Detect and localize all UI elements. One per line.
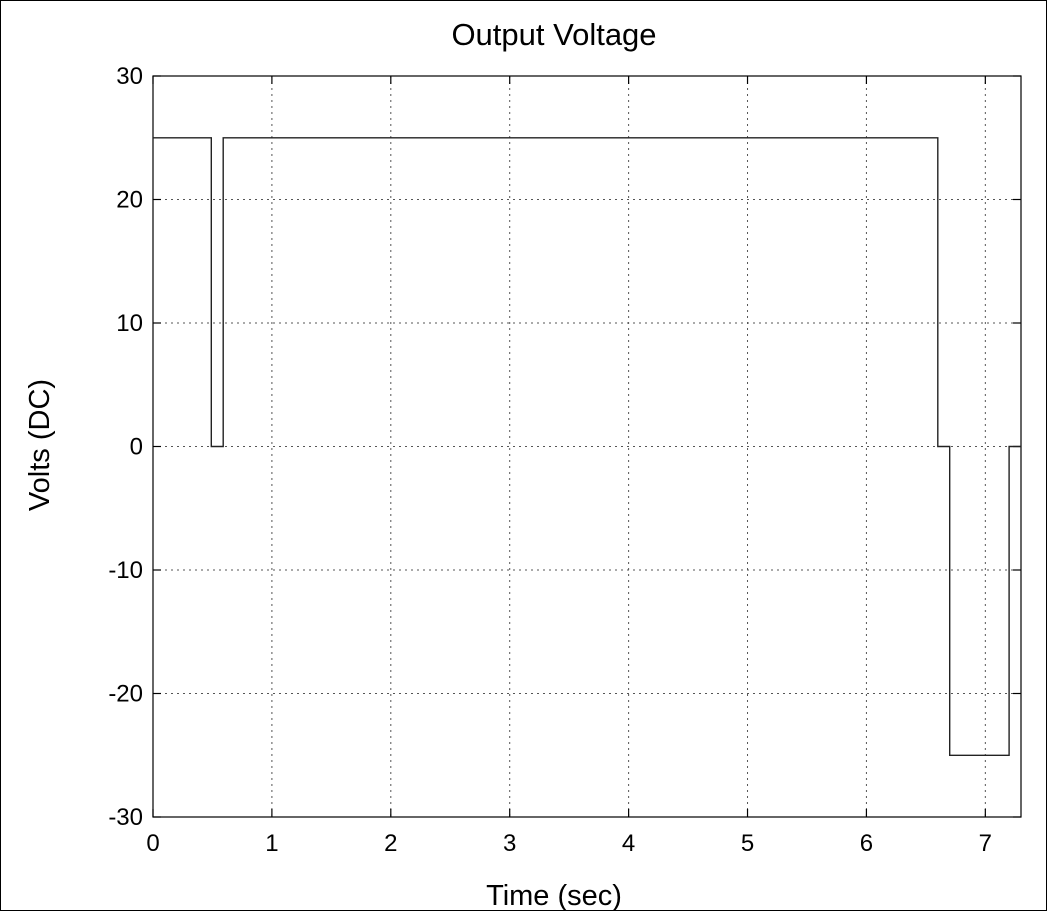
- x-tick-label: 3: [503, 830, 516, 857]
- y-tick-label: -10: [108, 557, 143, 584]
- y-tick-label: 10: [116, 310, 143, 337]
- x-tick-label: 5: [741, 830, 754, 857]
- x-tick-label: 0: [146, 830, 159, 857]
- y-tick-label: 30: [116, 63, 143, 90]
- x-tick-label: 7: [979, 830, 992, 857]
- tick-marks: [152, 75, 1021, 818]
- y-tick-label: -20: [108, 681, 143, 708]
- chart-title: Output Voltage: [451, 17, 656, 52]
- y-axis-label: Volts (DC): [24, 379, 56, 511]
- x-tick-labels: 0 1 2 3 4 5 6 7: [146, 830, 992, 857]
- series-layer: [153, 137, 1021, 756]
- x-tick-label: 1: [265, 830, 278, 857]
- x-tick-label: 2: [384, 830, 397, 857]
- y-tick-label: 20: [116, 187, 143, 214]
- x-tick-label: 6: [860, 830, 873, 857]
- gridlines: [153, 76, 1021, 817]
- x-tick-label: 4: [622, 830, 635, 857]
- y-tick-label: -30: [108, 804, 143, 831]
- y-tick-labels: -30 -20 -10 0 10 20 30: [108, 63, 143, 831]
- x-axis-label: Time (sec): [486, 880, 622, 912]
- voltage-series-line: [153, 137, 1021, 756]
- y-tick-label: 0: [130, 434, 143, 461]
